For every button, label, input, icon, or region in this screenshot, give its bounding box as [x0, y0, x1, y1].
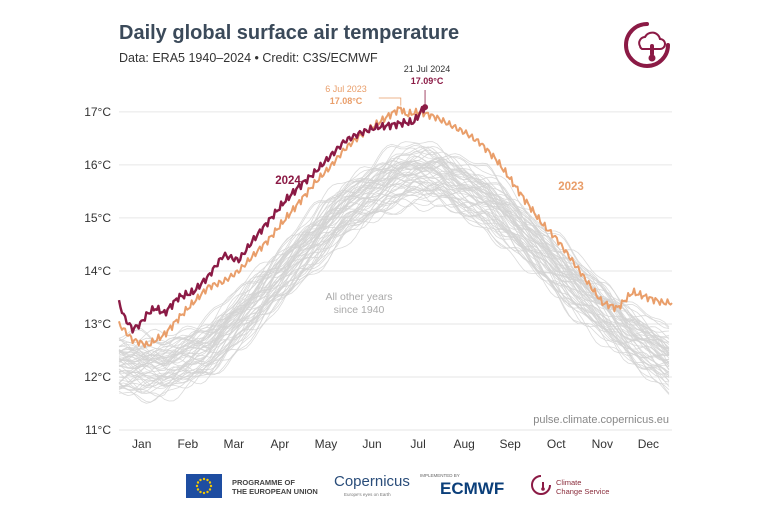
- copernicus-logo: Copernicus: [334, 473, 410, 490]
- other-year-line: [118, 162, 669, 365]
- x-tick-label: Sep: [500, 437, 522, 451]
- other-year-line: [118, 158, 670, 368]
- series-2024-label: 2024: [275, 175, 301, 187]
- other-year-line: [118, 146, 670, 355]
- y-tick-label: 15°C: [84, 211, 111, 225]
- x-tick-label: Nov: [592, 437, 613, 451]
- x-tick-label: Feb: [177, 437, 198, 451]
- other-year-line: [118, 161, 670, 363]
- other-year-line: [118, 144, 670, 345]
- other-year-line: [118, 146, 670, 354]
- peak-2023-date: 6 Jul 2023: [325, 84, 367, 94]
- ecmwf-logo: ECMWF: [440, 479, 505, 498]
- other-year-line: [118, 187, 670, 393]
- temperature-chart: 11°C 12°C 13°C 14°C 15°C 16°C 17°C Jan Feb Mar Ap…: [84, 64, 673, 451]
- x-tick-label: Dec: [638, 437, 659, 451]
- other-year-line: [118, 178, 670, 381]
- other-year-line: [118, 156, 670, 367]
- programme-line-1: PROGRAMME OF: [232, 478, 295, 487]
- y-tick-label: 14°C: [84, 264, 111, 278]
- programme-eu-label: PROGRAMME OF THE EUROPEAN UNION: [232, 478, 318, 496]
- chart-subtitle: Data: ERA5 1940–2024 • Credit: C3S/ECMWF: [119, 51, 378, 65]
- peak-2024-date: 21 Jul 2024: [404, 64, 451, 74]
- source-url: pulse.climate.copernicus.eu: [533, 414, 669, 426]
- other-year-line: [118, 185, 670, 394]
- y-tick-label: 12°C: [84, 370, 111, 384]
- x-tick-label: Mar: [224, 437, 245, 451]
- footer-logos: PROGRAMME OF THE EUROPEAN UNION Copernic…: [0, 470, 768, 506]
- eu-flag-icon: [186, 474, 222, 498]
- series-2024-line: [117, 105, 427, 334]
- x-tick-label: Oct: [547, 437, 566, 451]
- programme-line-2: THE EUROPEAN UNION: [232, 487, 318, 496]
- other-year-line: [118, 155, 670, 361]
- other-year-line: [118, 198, 670, 402]
- other-year-line: [118, 183, 670, 387]
- other-year-line: [118, 183, 670, 388]
- x-tick-label: Jun: [362, 437, 381, 451]
- other-year-line: [118, 195, 670, 404]
- other-year-line: [118, 161, 670, 367]
- series-2023-line: [118, 106, 673, 349]
- c3s-line-2: Change Service: [556, 487, 610, 496]
- peak-2023-value: 17.08°C: [330, 96, 363, 106]
- y-tick-label: 16°C: [84, 158, 111, 172]
- x-tick-label: Jan: [132, 437, 151, 451]
- other-year-line: [118, 161, 670, 367]
- peak-2024-value: 17.09°C: [411, 76, 444, 86]
- other-years-label-line-1: All other years: [325, 291, 392, 303]
- c3s-thermometer-logo-icon: [624, 22, 670, 68]
- c3s-label: Climate Change Service: [556, 478, 609, 496]
- x-tick-label: Jul: [410, 437, 425, 451]
- implemented-by-label: IMPLEMENTED BY: [420, 473, 460, 478]
- x-tick-label: Apr: [271, 437, 290, 451]
- other-year-line: [118, 142, 670, 344]
- other-year-line: [118, 167, 670, 379]
- series-2023-label: 2023: [558, 181, 584, 193]
- x-tick-label: Aug: [453, 437, 474, 451]
- other-year-line: [118, 158, 670, 364]
- x-tick-label: May: [315, 437, 338, 451]
- other-years-label-line-2: since 1940: [334, 304, 385, 316]
- chart-title: Daily global surface air temperature: [119, 22, 460, 44]
- y-tick-label: 17°C: [84, 105, 111, 119]
- other-year-line: [118, 156, 670, 359]
- other-year-line: [118, 175, 670, 387]
- peak-2023-leader: [378, 97, 402, 106]
- c3s-small-logo-icon: [531, 475, 551, 495]
- copernicus-tagline: Europe's eyes on Earth: [344, 492, 391, 497]
- y-tick-label: 11°C: [85, 423, 111, 437]
- other-year-line: [118, 145, 670, 351]
- other-year-line: [118, 141, 670, 344]
- c3s-line-1: Climate: [556, 478, 582, 487]
- y-tick-label: 13°C: [84, 317, 111, 331]
- other-year-line: [118, 151, 670, 362]
